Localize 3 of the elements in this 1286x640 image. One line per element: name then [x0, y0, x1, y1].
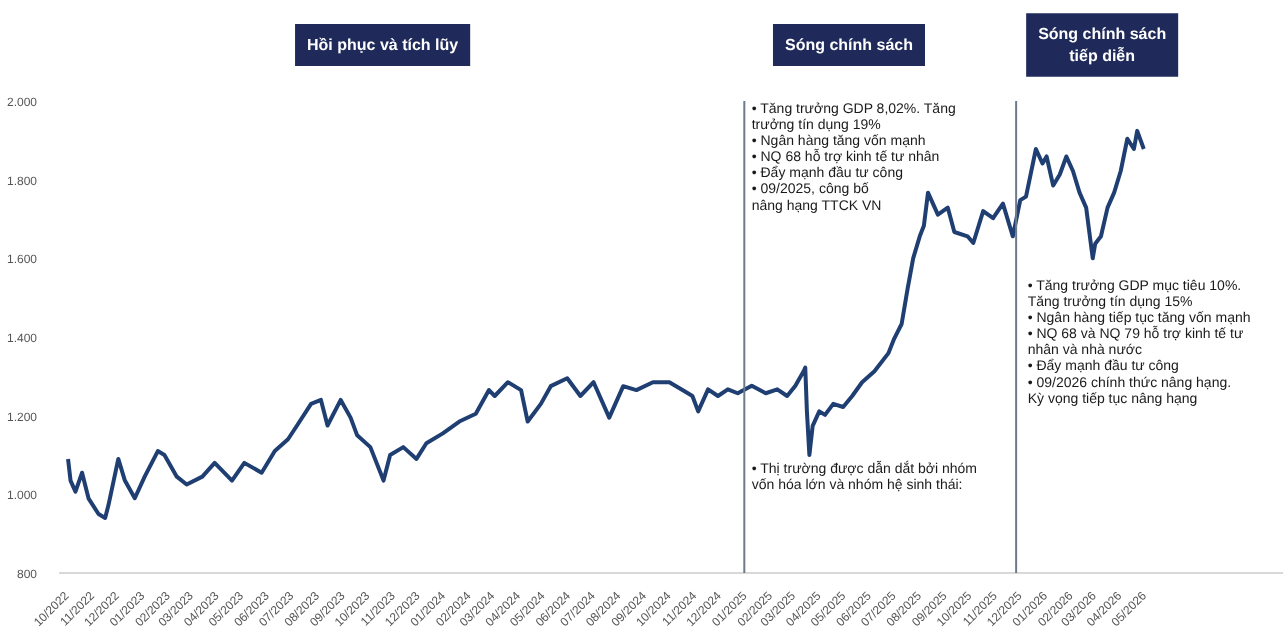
- text: Sóng chính sách: [784, 36, 914, 54]
- text: Sóng chính sách tiếp diễn: [1038, 25, 1167, 65]
- text: Hồi phục và tích lũy: [307, 36, 460, 54]
